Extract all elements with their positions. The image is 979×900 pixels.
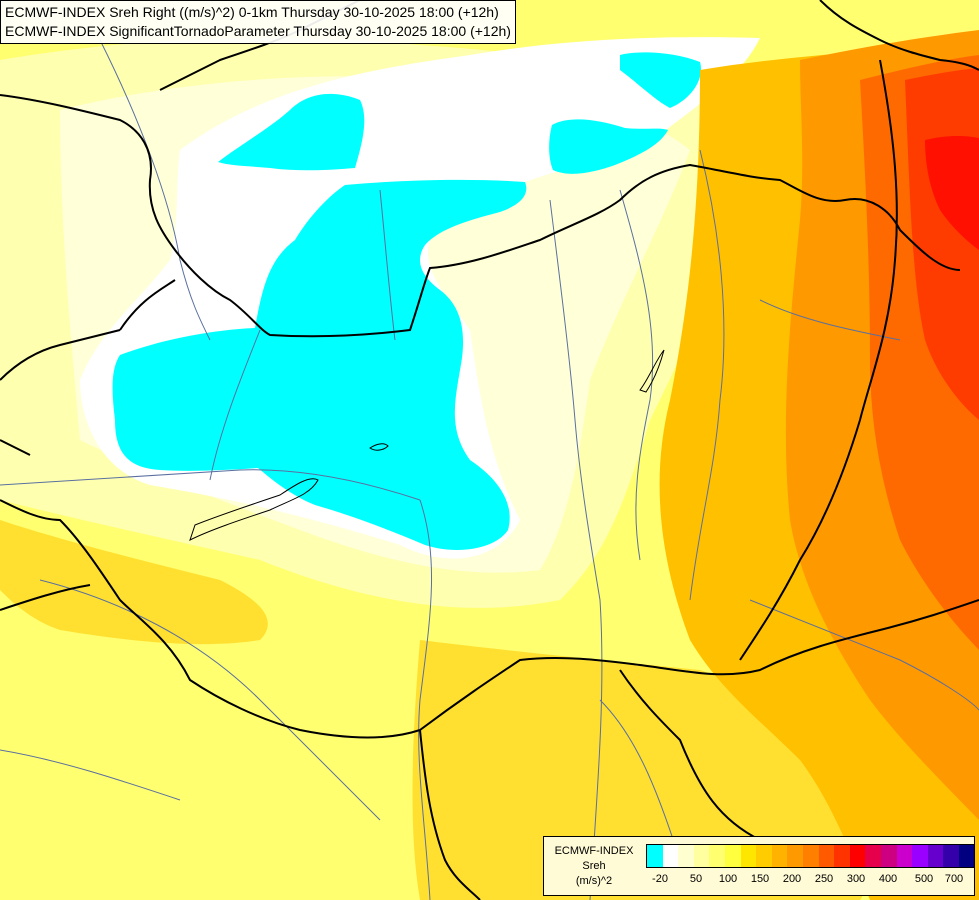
legend-swatch xyxy=(647,845,663,867)
rivers xyxy=(0,39,979,900)
field-cyan-north xyxy=(218,93,365,171)
legend-tick-label: -20 xyxy=(652,873,668,885)
legend-swatch xyxy=(865,845,881,867)
legend-title: ECMWF-INDEX xyxy=(554,845,634,857)
legend-swatch xyxy=(771,845,788,867)
field-gold-sw xyxy=(0,520,268,645)
legend-swatch xyxy=(896,845,913,867)
field-cyan-main xyxy=(112,179,527,550)
legend-tick-label: 100 xyxy=(718,873,738,885)
legend-swatch xyxy=(693,845,710,867)
legend-swatch xyxy=(818,845,835,867)
legend-swatch xyxy=(662,845,679,867)
field-amber-south xyxy=(814,700,900,811)
map-title-line-2: ECMWF-INDEX SignificantTornadoParameter … xyxy=(5,23,511,39)
legend-swatch xyxy=(740,845,757,867)
legend-tick-label: 500 xyxy=(914,873,934,885)
legend-swatch xyxy=(834,845,850,867)
legend-swatch xyxy=(927,845,944,867)
map-title-box: ECMWF-INDEX Sreh Right ((m/s)^2) 0-1km T… xyxy=(0,0,516,44)
legend-variable: Sreh xyxy=(582,860,606,872)
legend-swatch xyxy=(756,845,772,867)
legend-tick-label: 200 xyxy=(782,873,802,885)
legend-swatch xyxy=(802,845,819,867)
lakes xyxy=(189,349,665,541)
field-red xyxy=(925,135,979,250)
color-legend: ECMWF-INDEX Sreh (m/s)^2 -20 50 100 150 200 2… xyxy=(543,836,976,896)
legend-tick-label: 50 xyxy=(689,873,703,885)
legend-swatch xyxy=(787,845,803,867)
legend-tick-label: 400 xyxy=(878,873,898,885)
legend-unit: (m/s)^2 xyxy=(575,875,613,887)
legend-tick-label: 300 xyxy=(846,873,866,885)
legend-swatch xyxy=(943,845,959,867)
legend-swatch xyxy=(849,845,866,867)
legend-swatch xyxy=(912,845,928,867)
legend-tick-label: 250 xyxy=(814,873,834,885)
legend-tick-label: 700 xyxy=(944,873,964,885)
legend-swatch xyxy=(678,845,694,867)
legend-swatch xyxy=(958,845,975,867)
field-cyan-east xyxy=(549,119,668,174)
legend-tick-label: 150 xyxy=(750,873,770,885)
legend-swatch xyxy=(724,845,741,867)
legend-swatch xyxy=(880,845,897,867)
legend-ticks: -20 50 100 150 200 250 300 400 500 700 xyxy=(646,873,972,889)
legend-swatches xyxy=(646,844,976,868)
map-title-line-1: ECMWF-INDEX Sreh Right ((m/s)^2) 0-1km T… xyxy=(5,4,499,20)
legend-swatch xyxy=(709,845,725,867)
field-cyan-ne xyxy=(620,52,701,108)
